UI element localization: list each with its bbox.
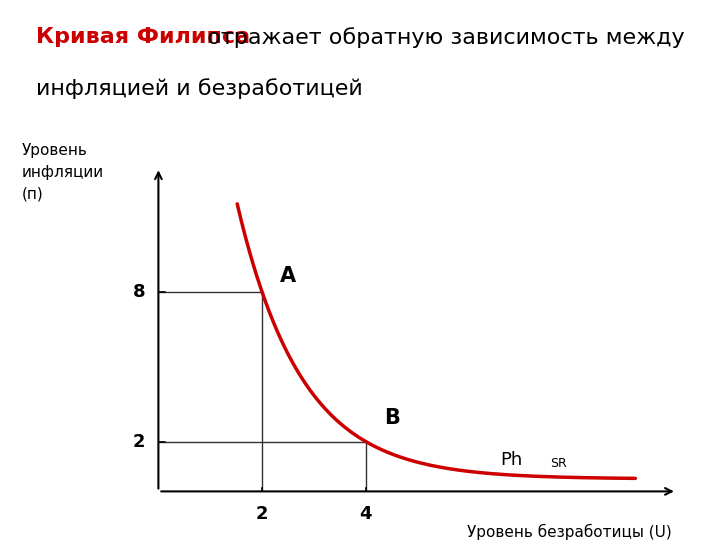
Text: 2: 2 — [133, 433, 145, 450]
Text: Ph: Ph — [500, 451, 523, 469]
Text: B: B — [384, 408, 400, 428]
Text: SR: SR — [550, 457, 567, 470]
Text: 2: 2 — [256, 505, 269, 523]
Text: инфляции: инфляции — [22, 165, 104, 180]
Text: A: A — [280, 266, 297, 286]
Text: Уровень: Уровень — [22, 143, 87, 158]
Text: 4: 4 — [359, 505, 372, 523]
Text: инфляцией и безработицей: инфляцией и безработицей — [36, 78, 363, 99]
Text: отражает обратную зависимость между: отражает обратную зависимость между — [193, 27, 685, 48]
Text: Уровень безработицы (U): Уровень безработицы (U) — [467, 524, 672, 540]
Text: (п): (п) — [22, 186, 43, 201]
Text: Кривая Филипса: Кривая Филипса — [36, 27, 250, 47]
Text: 8: 8 — [132, 283, 145, 301]
